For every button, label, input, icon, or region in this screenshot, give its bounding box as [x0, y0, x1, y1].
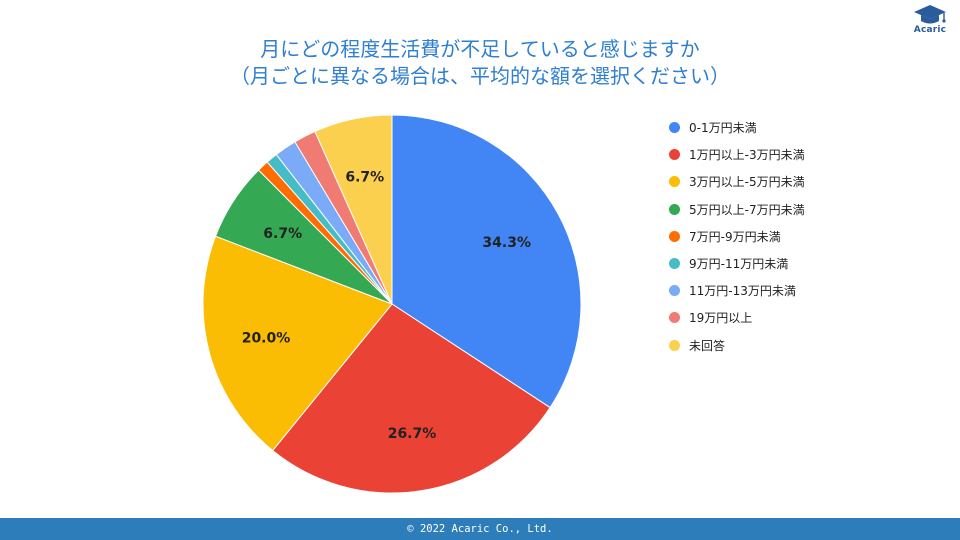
pie-slice-1 [271, 303, 551, 494]
legend-label-0: 0-1万円未満 [689, 121, 757, 136]
legend-item-5: 9万円-11万円未満 [669, 250, 805, 277]
legend-swatch-5 [669, 258, 680, 270]
legend-swatch-0 [669, 122, 680, 134]
chart-title-line-1: 月にどの程度生活費が不足していると感じますか [260, 37, 700, 61]
legend-label-4: 7万円-9万円未満 [689, 229, 781, 244]
chart-legend: 0-1万円未満 1万円以上-3万円未満 3万円以上-5万円未満 5万円以上-7万円未満… [669, 114, 805, 359]
legend-item-4: 7万円-9万円未満 [669, 223, 805, 250]
legend-item-3: 5万円以上-7万円未満 [669, 196, 805, 223]
slice-data-label-1: 26.7% [388, 426, 437, 442]
legend-label-8: 未回答 [689, 338, 726, 353]
legend-swatch-6 [669, 285, 680, 297]
legend-label-3: 5万円以上-7万円未満 [689, 202, 805, 217]
slice-data-label-2: 20.0% [242, 331, 291, 347]
legend-swatch-4 [669, 230, 680, 242]
legend-label-2: 3万円以上-5万円未満 [689, 175, 805, 190]
slice-data-label-3: 6.7% [263, 226, 302, 242]
graduation-cap-icon [914, 5, 946, 24]
logo-text: Acaric [913, 25, 947, 35]
legend-swatch-7 [669, 312, 680, 324]
legend-swatch-8 [669, 339, 680, 351]
legend-item-6: 11万円-13万円未満 [669, 277, 805, 304]
legend-label-5: 9万円-11万円未満 [689, 257, 789, 272]
footer-bar: © 2022 Acaric Co., Ltd. [0, 518, 960, 540]
acaric-logo: Acaric [908, 4, 952, 40]
legend-item-1: 1万円以上-3万円未満 [669, 141, 805, 168]
slice-data-label-8: 6.7% [345, 170, 384, 186]
legend-swatch-1 [669, 149, 680, 161]
legend-swatch-2 [669, 176, 680, 188]
pie-slice-2 [202, 235, 393, 452]
pie-slice-8 [314, 114, 393, 305]
chart-title: 月にどの程度生活費が不足していると感じますか （月ごとに異なる場合は、平均的な額… [0, 36, 960, 90]
chart-title-line-2: （月ごとに異なる場合は、平均的な額を選択ください） [230, 64, 730, 88]
legend-swatch-3 [669, 203, 680, 215]
legend-item-8: 未回答 [669, 332, 805, 359]
legend-item-2: 3万円以上-5万円未満 [669, 168, 805, 195]
slice-data-label-0: 34.3% [482, 235, 531, 251]
legend-item-0: 0-1万円未満 [669, 114, 805, 141]
copyright-text: © 2022 Acaric Co., Ltd. [407, 523, 553, 535]
legend-label-1: 1万円以上-3万円未満 [689, 148, 805, 163]
legend-label-6: 11万円-13万円未満 [689, 284, 796, 299]
legend-label-7: 19万円以上 [689, 311, 753, 326]
legend-item-7: 19万円以上 [669, 304, 805, 331]
